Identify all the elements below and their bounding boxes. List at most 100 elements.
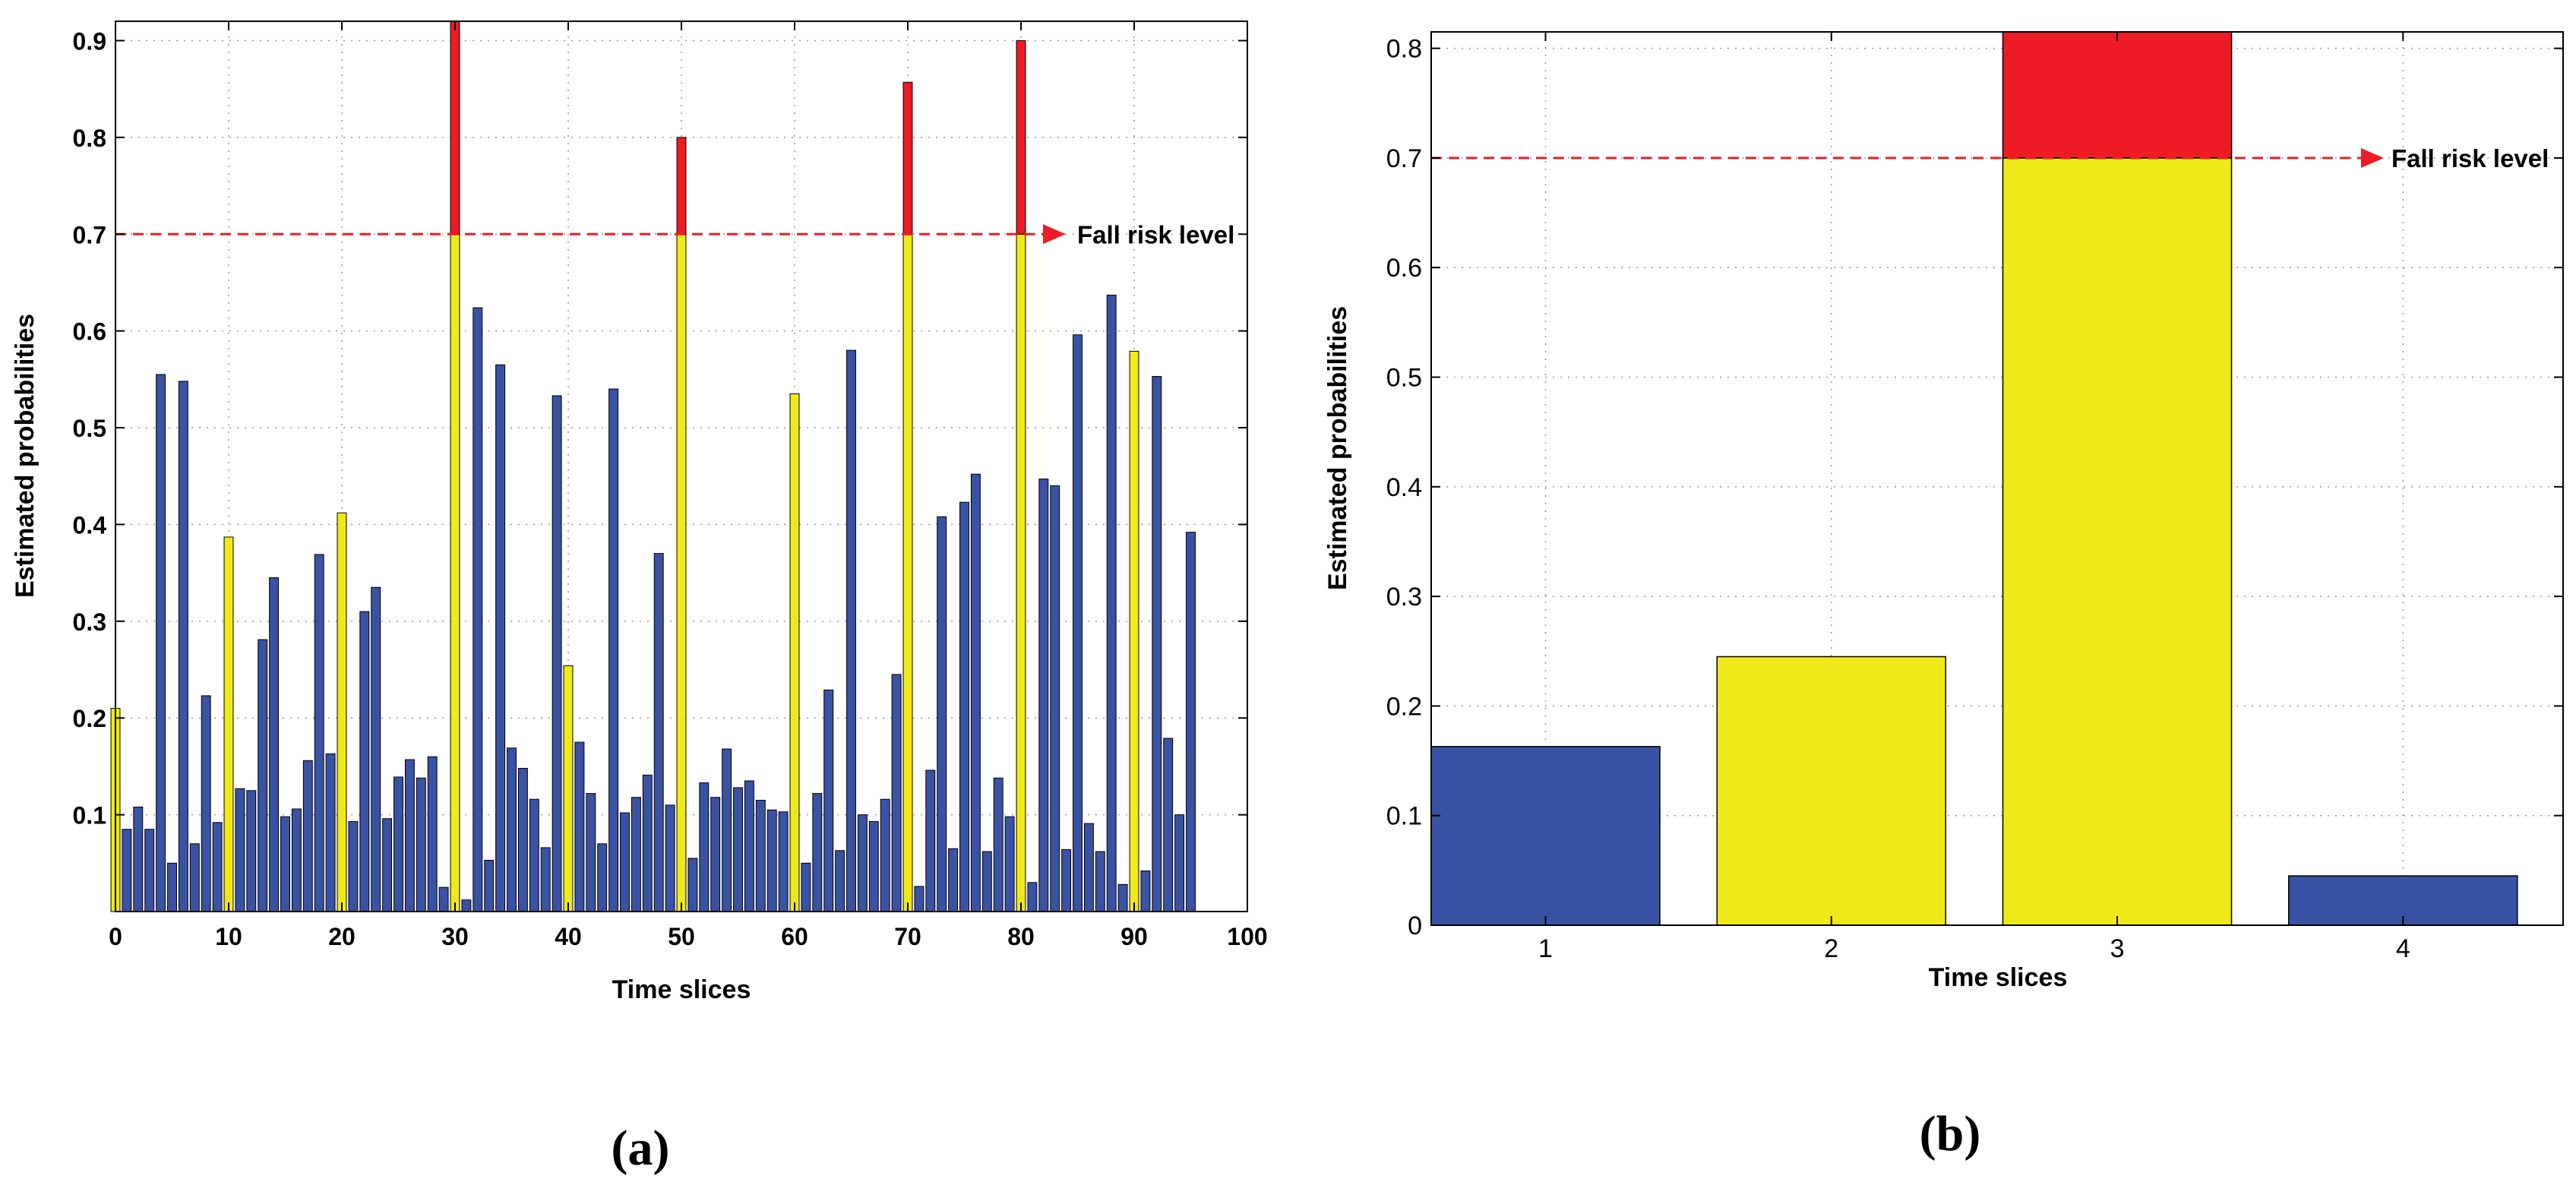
bar [325,753,336,912]
y-tick-label: 0.4 [73,511,107,539]
bar [959,501,969,912]
panel-a-bars [110,21,1196,912]
bar [789,393,800,912]
bar [133,806,144,912]
bar [902,233,913,912]
bar [1106,295,1117,912]
panel-a-ticks: 0 10 20 30 40 50 60 70 80 90 100 0.1 0.2 0.3 0.4 0.5 0.6… [73,21,1268,950]
bar-over-risk [2002,31,2233,159]
x-tick-label: 10 [215,923,242,950]
bar [722,748,732,912]
y-tick-label: 0.1 [1386,802,1422,831]
bar [348,821,359,912]
y-tick-label: 0.6 [73,318,106,346]
bar [517,767,528,912]
bar [597,843,608,912]
bar [574,741,585,912]
bar [201,695,211,912]
bar [665,804,675,912]
bar [156,374,166,912]
bar [778,811,789,912]
bar [857,814,868,912]
y-tick-label: 0.6 [1386,254,1422,283]
x-tick-label: 4 [2396,934,2410,963]
y-tick-label: 0.1 [73,802,106,830]
y-tick-label: 0.9 [73,27,106,55]
bar [291,808,302,912]
bar [925,769,936,912]
x-tick-label: 70 [894,923,921,950]
bar [495,364,506,912]
panel-a-x-axis-label: Time slices [612,975,751,1004]
bar [1083,823,1094,912]
bar [189,843,200,912]
bar [122,829,132,912]
panel-a: Fall risk level 0 10 20 30 40 50 60 70 80 90 100 0.… [11,21,1268,1176]
bar [314,554,324,912]
bar [1095,851,1105,912]
bar [970,473,981,912]
panel-b-fall-risk-label: Fall risk level [2391,144,2549,172]
x-tick-label: 50 [668,923,695,950]
y-tick-label: 0 [1408,912,1422,940]
bar [687,858,698,912]
bar [1140,870,1151,912]
bar [744,780,754,912]
bar [280,816,290,912]
bar [608,388,619,912]
bar [1716,656,1947,926]
bar [461,899,472,912]
bar [1163,738,1174,912]
panel-a-fall-risk-arrow-icon [1043,224,1066,245]
bar [812,793,823,912]
bar [382,818,393,912]
y-tick-label: 0.8 [1386,35,1422,64]
x-tick-label: 30 [441,923,469,950]
bar [981,851,992,912]
bar [586,793,596,912]
x-tick-label: 90 [1120,923,1148,950]
bar [529,798,539,912]
bar [540,847,551,912]
bar [1117,883,1128,912]
bar [1152,376,1162,912]
bar [699,782,710,912]
x-tick-label: 3 [2110,934,2125,963]
bar [1038,479,1049,912]
panel-b-fall-risk-arrow-icon [2361,147,2384,168]
bar [891,674,902,912]
bar [2002,157,2233,926]
bar [223,536,234,912]
x-tick-label: 1 [1538,934,1553,963]
bar [1129,350,1139,912]
bar [337,512,347,912]
bar [1004,816,1015,912]
bar [868,821,879,912]
bar [438,886,449,912]
bar [1016,233,1026,912]
bar [733,787,743,912]
bar [823,689,834,912]
bar-over-risk [902,81,913,235]
panel-a-caption: (a) [612,1120,670,1176]
bar [394,776,403,912]
y-tick-label: 0.2 [1386,692,1422,721]
bar [1050,485,1060,912]
panel-b-ticks: 1 2 3 4 0 0.1 0.2 0.3 0.4 0.5 0.6 0.7 0.8 [1386,32,2563,963]
bar [914,886,925,912]
bar [1174,814,1185,912]
x-tick-label: 2 [1824,934,1838,963]
bar [835,850,845,912]
bar [766,809,777,912]
panel-b-bars [1430,31,2518,926]
bar [1430,746,1661,926]
bar [653,553,664,912]
bar [178,381,188,912]
bar [269,577,280,912]
y-tick-label: 0.2 [73,705,106,732]
panel-b-y-axis-label: Estimated probabilities [1323,306,1352,590]
y-tick-label: 0.7 [73,221,106,248]
bar [1073,334,1083,912]
bar [507,747,517,912]
